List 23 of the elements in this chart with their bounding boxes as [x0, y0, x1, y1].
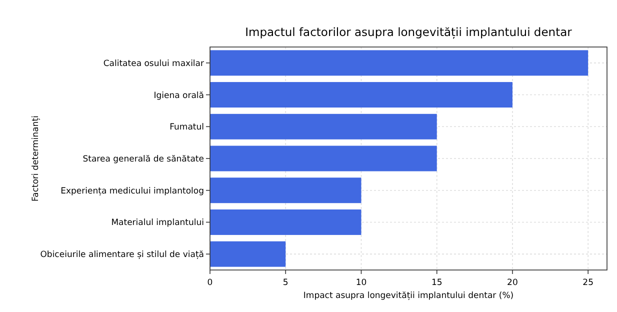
bar	[210, 178, 362, 204]
bar	[210, 241, 286, 267]
x-tick-label: 20	[507, 278, 518, 288]
y-tick-label: Experiența medicului implantolog	[60, 186, 204, 196]
x-axis-title: Impact asupra longevității implantului dentar (%)	[303, 291, 514, 301]
y-tick-label: Starea generală de sănătate	[82, 154, 204, 164]
y-tick-label: Fumatul	[170, 122, 204, 133]
y-axis-title: Factori determinanți	[31, 116, 41, 202]
bar	[210, 209, 362, 235]
y-tick-label: Materialul implantului	[111, 218, 204, 228]
y-tick-label: Igiena orală	[154, 90, 204, 101]
bar	[210, 114, 437, 140]
bar	[210, 50, 588, 76]
y-tick-label: Calitatea osului maxilar	[103, 58, 205, 69]
x-tick-label: 15	[431, 278, 442, 288]
x-tick-label: 10	[356, 278, 367, 288]
x-tick-label: 25	[582, 278, 594, 288]
bar	[210, 146, 437, 172]
x-tick-label: 5	[282, 278, 288, 288]
x-tick-label: 0	[207, 278, 213, 288]
bar	[210, 82, 512, 108]
chart-title: Impactul factorilor asupra longevității implantului dentar	[245, 25, 572, 39]
y-tick-label: Obiceiurile alimentare și stilul de viață	[40, 250, 204, 260]
